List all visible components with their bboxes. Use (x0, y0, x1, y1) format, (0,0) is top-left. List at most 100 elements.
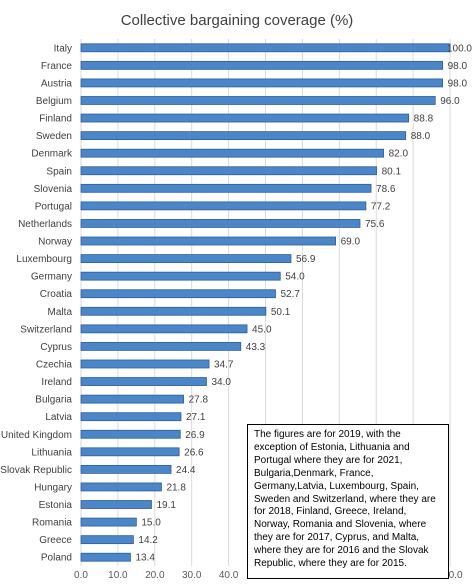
category-label: Lithuania (31, 447, 72, 458)
bar (80, 394, 184, 404)
x-tick-label: 100.0 (437, 570, 462, 581)
category-label: Netherlands (18, 219, 72, 230)
value-label: 50.1 (271, 307, 291, 318)
bar (80, 464, 172, 474)
value-label: 27.1 (186, 412, 206, 423)
category-label: Malta (48, 307, 73, 318)
x-tick-label: 10.0 (108, 570, 128, 581)
value-labels: 100.0 98.0 98.0 96.0 88.8 88.082.0 80.1 78.6 77.… (135, 43, 472, 563)
category-label: Estonia (39, 500, 73, 511)
bar (80, 60, 444, 70)
value-label: 26.6 (184, 447, 204, 458)
value-label: 100.0 (447, 43, 472, 54)
category-label: Greece (39, 535, 72, 546)
value-label: 21.8 (166, 482, 186, 493)
value-label: 80.1 (382, 166, 402, 177)
value-label: 24.4 (176, 465, 196, 476)
bar (80, 447, 180, 457)
value-label: 43.3 (246, 342, 266, 353)
bar (80, 289, 276, 299)
chart-title: Collective bargaining coverage (%) (121, 12, 354, 29)
value-label: 96.0 (440, 96, 460, 107)
bar (80, 78, 444, 88)
bar (80, 342, 242, 351)
bar (80, 500, 152, 509)
category-label: Czechia (36, 359, 73, 370)
bar (80, 236, 337, 246)
value-label: 13.4 (135, 553, 155, 564)
category-label: Hungary (34, 482, 72, 493)
value-label: 75.6 (365, 219, 385, 230)
category-label: Poland (41, 553, 72, 564)
value-label: 56.9 (296, 254, 316, 265)
value-label: 34.7 (214, 359, 234, 370)
category-label: Switzerland (20, 324, 72, 335)
bar (80, 535, 134, 545)
x-tick-label: 20.0 (145, 570, 165, 581)
bars (80, 43, 451, 562)
category-label: Germany (31, 272, 72, 283)
bar (80, 271, 281, 281)
bar (80, 131, 407, 141)
category-label: Ireland (41, 377, 72, 388)
value-label: 14.2 (138, 535, 158, 546)
value-label: 82.0 (389, 149, 409, 160)
bar (80, 201, 367, 211)
bar (80, 429, 181, 439)
category-label: Italy (54, 43, 72, 54)
value-label: 26.9 (185, 430, 205, 441)
value-label: 98.0 (448, 78, 468, 89)
bar (80, 306, 267, 316)
category-label: Belgium (36, 96, 72, 107)
bar (80, 412, 182, 422)
category-label: Finland (39, 114, 72, 125)
category-label: Croatia (40, 289, 73, 300)
category-label: Spain (46, 166, 72, 177)
bar (80, 517, 137, 527)
bar (80, 482, 162, 492)
category-label: Slovak Republic (0, 465, 72, 476)
value-label: 98.0 (448, 61, 468, 72)
bar (80, 324, 248, 334)
annotation-note: The figures are for 2019, with the excep… (247, 424, 449, 579)
bar (80, 113, 410, 123)
category-label: Romania (32, 518, 72, 529)
category-labels: Italy France Austria Belgium Finland Sweden De… (0, 43, 73, 563)
category-label: France (41, 61, 73, 72)
category-label: Sweden (36, 131, 72, 142)
value-label: 45.0 (252, 324, 272, 335)
value-label: 15.0 (141, 518, 161, 529)
bar (80, 552, 131, 562)
category-label: Bulgaria (35, 395, 72, 406)
value-label: 69.0 (341, 237, 361, 248)
value-label: 54.0 (285, 272, 305, 283)
category-label: Luxembourg (16, 254, 72, 265)
x-tick-label: 40.0 (219, 570, 239, 581)
bar (80, 183, 372, 193)
bar (80, 254, 292, 263)
category-label: Portugal (35, 201, 72, 212)
bar (80, 377, 207, 386)
category-label: Slovenia (34, 184, 73, 195)
category-label: Austria (41, 78, 73, 89)
category-label: Norway (38, 237, 72, 248)
value-label: 78.6 (376, 184, 396, 195)
value-label: 88.8 (414, 114, 434, 125)
bar (80, 96, 436, 105)
category-label: United Kingdom (1, 430, 72, 441)
category-label: Cyprus (40, 342, 72, 353)
bar (80, 148, 384, 158)
bar (80, 43, 451, 53)
category-label: Denmark (31, 149, 73, 160)
value-label: 88.0 (411, 131, 431, 142)
value-label: 34.0 (211, 377, 231, 388)
x-tick-label: 30.0 (182, 570, 202, 581)
category-label: Latvia (45, 412, 72, 423)
bar (80, 359, 210, 369)
value-label: 52.7 (280, 289, 300, 300)
bar (80, 166, 377, 176)
value-label: 19.1 (156, 500, 176, 511)
x-tick-label: 0.0 (74, 570, 88, 581)
